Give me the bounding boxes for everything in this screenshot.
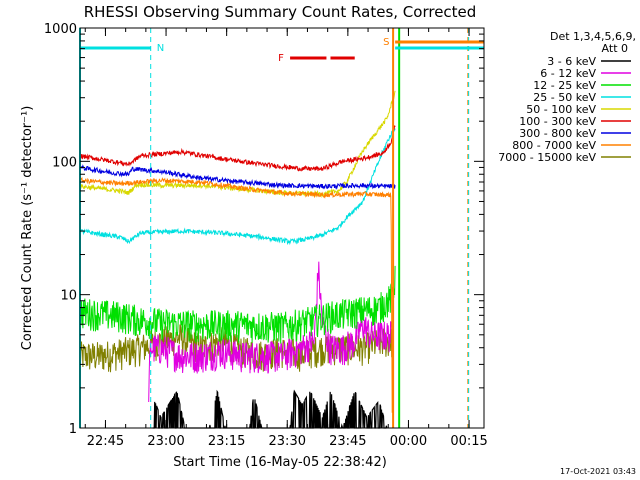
legend-label-6: 300 - 800 keV: [519, 127, 596, 140]
x-tick-label-6: 00:15: [450, 434, 487, 449]
series-line-12-25-kev: [79, 265, 396, 344]
y-tick-label-0: 1: [69, 422, 77, 437]
y-tick-label-1: 10: [60, 289, 77, 304]
legend-label-3: 25 - 50 keV: [533, 91, 596, 104]
legend-label-8: 7000 - 15000 keV: [498, 151, 596, 164]
x-axis-label: Start Time (16-May-05 22:38:42): [173, 455, 387, 470]
chart-title: RHESSI Observing Summary Count Rates, Co…: [84, 3, 477, 21]
status-label-f: F: [278, 53, 284, 64]
legend-label-4: 50 - 100 keV: [526, 103, 596, 116]
y-axis-label: Corrected Count Rate (s⁻¹ detector⁻¹): [20, 106, 35, 351]
x-tick-label-2: 23:15: [208, 434, 245, 449]
x-tick-label-5: 00:00: [390, 434, 427, 449]
series-line-800-7000-kev: [79, 176, 393, 413]
series-line-100-300-kev: [79, 125, 396, 172]
legend-label-7: 800 - 7000 keV: [512, 139, 596, 152]
series-line-300-800-kev: [79, 164, 396, 190]
x-tick-label-4: 23:45: [329, 434, 366, 449]
series-line-25-50-kev: [79, 128, 396, 246]
x-tick-label-3: 23:30: [269, 434, 306, 449]
legend-label-5: 100 - 300 keV: [519, 115, 596, 128]
detector-info-line-2: Att 0: [602, 42, 628, 55]
y-tick-label-3: 1000: [44, 22, 77, 37]
tick-layer: 22:45 23:00 23:15 23:30 23:45 00:00 00:15 1 10 10…: [44, 22, 488, 449]
series-line-6-12-kev: [148, 261, 394, 403]
axes-layer: [79, 27, 485, 429]
legend-label-2: 12 - 25 keV: [533, 79, 596, 92]
plot-frame: [79, 27, 485, 429]
x-tick-label-1: 23:00: [147, 434, 184, 449]
footer-date: 17-Oct-2021 03:43: [560, 467, 636, 476]
detector-info-line-1: Det 1,3,4,5,6,9,: [550, 30, 636, 43]
status-label-n: N: [157, 43, 164, 54]
y-tick-label-2: 100: [52, 155, 77, 170]
status-label-s: S: [383, 37, 389, 48]
legend-label-1: 6 - 12 keV: [540, 67, 596, 80]
x-tick-label-0: 22:45: [87, 434, 124, 449]
legend-label-0: 3 - 6 keV: [547, 55, 596, 68]
